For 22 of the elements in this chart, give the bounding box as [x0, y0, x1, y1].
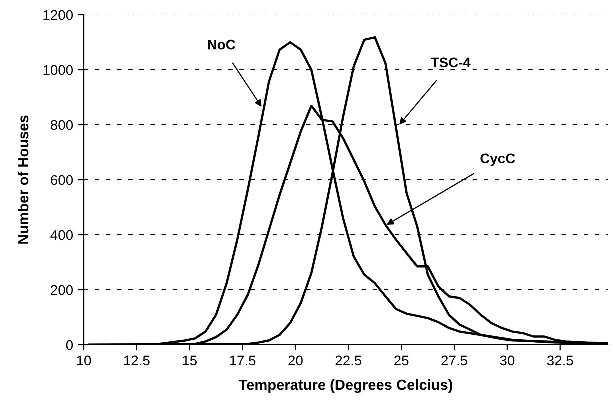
y-tick-label: 1000 — [44, 65, 74, 76]
y-tick-label: 400 — [50, 230, 74, 240]
x-tick-label: 22.5 — [336, 356, 362, 366]
y-tick-label: 0 — [66, 340, 74, 350]
x-tick-label: 10 — [77, 356, 92, 366]
x-tick-label: 12.5 — [124, 356, 150, 366]
y-axis-title: Number of Houses — [18, 116, 29, 244]
y-tick-label: 200 — [51, 285, 74, 296]
x-tick-label: 25 — [394, 356, 409, 366]
annotation: CycC — [480, 154, 516, 166]
annotation: TSC-4 — [430, 58, 471, 68]
y-tick-label: 800 — [51, 120, 74, 130]
x-tick-label: 15 — [183, 356, 197, 366]
x-tick-label: 27.5 — [442, 356, 468, 366]
annotation: NoC — [208, 40, 236, 50]
x-tick-label: 17.5 — [230, 356, 256, 366]
x-tick-label: 30 — [500, 356, 515, 366]
x-tick-label: 20 — [288, 356, 303, 366]
y-tick-label: 1200 — [44, 10, 74, 20]
x-axis-title: Temperature (Degrees Celcius) — [238, 379, 453, 394]
y-tick-label: 600 — [51, 175, 74, 186]
x-tick-label: 32.5 — [547, 356, 574, 366]
